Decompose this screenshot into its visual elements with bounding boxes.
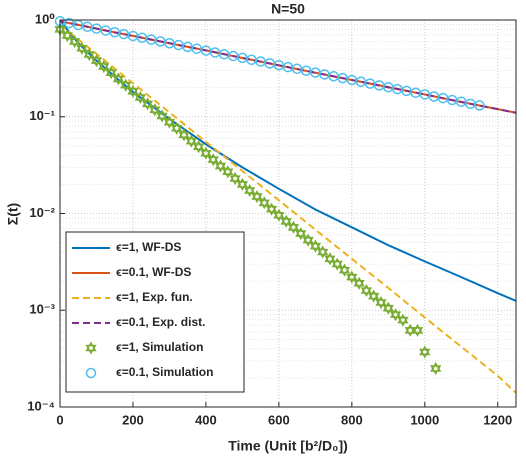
marker	[142, 97, 154, 111]
legend-box	[65, 231, 245, 393]
marker	[90, 54, 103, 68]
marker	[229, 172, 241, 185]
marker	[192, 140, 205, 154]
x-tick-label: 800	[341, 412, 363, 427]
x-tick-label: 0	[56, 412, 63, 427]
marker	[76, 41, 88, 55]
legend-label: ϵ=1, Simulation	[116, 340, 203, 354]
marker	[302, 233, 314, 247]
legend-marker	[85, 341, 97, 355]
marker	[178, 128, 190, 142]
marker	[127, 84, 139, 98]
marker	[244, 184, 256, 198]
marker	[98, 60, 110, 74]
marker	[419, 345, 431, 359]
series-line	[59, 20, 517, 114]
marker	[287, 220, 300, 234]
x-tick-label: 200	[122, 412, 144, 427]
marker	[368, 289, 380, 303]
y-tick-label: 10⁰	[35, 11, 55, 26]
marker	[397, 313, 409, 327]
marker	[236, 177, 249, 191]
legend-label: ϵ=1, WF-DS	[116, 240, 181, 254]
marker	[83, 48, 95, 61]
marker	[61, 29, 73, 43]
marker	[280, 214, 292, 228]
x-tick-label: 600	[268, 412, 290, 427]
marker	[317, 245, 329, 259]
marker	[474, 100, 485, 111]
marker	[163, 115, 175, 129]
x-tick-label: 400	[195, 412, 217, 427]
marker	[207, 153, 219, 167]
marker	[149, 103, 161, 117]
marker	[156, 109, 168, 123]
marker	[258, 196, 270, 210]
marker	[309, 239, 322, 253]
marker	[382, 301, 394, 315]
marker	[222, 165, 234, 179]
marker	[360, 284, 373, 297]
marker	[295, 227, 307, 241]
series-line	[59, 23, 517, 394]
y-tick-label: 10⁻³	[29, 302, 55, 317]
y-axis-label: Σ(t)	[5, 203, 21, 225]
marker	[134, 90, 146, 104]
legend-label: ϵ=0.1, Exp. dist.	[116, 315, 205, 329]
marker	[120, 78, 132, 92]
marker	[346, 270, 358, 284]
marker	[214, 159, 227, 173]
marker	[411, 323, 424, 337]
chart-title: N=50	[271, 1, 305, 17]
marker	[265, 202, 278, 216]
marker	[105, 66, 117, 80]
marker	[171, 121, 183, 135]
marker	[353, 276, 365, 290]
marker	[273, 208, 285, 222]
x-tick-label: 1000	[410, 412, 439, 427]
legend-label: ϵ=1, Exp. fun.	[116, 290, 193, 304]
marker	[375, 296, 387, 310]
marker	[389, 308, 402, 322]
y-tick-label: 10⁻⁴	[27, 398, 55, 413]
marker	[430, 362, 442, 375]
marker	[200, 146, 212, 160]
marker	[112, 72, 125, 86]
legend-marker	[85, 367, 97, 379]
marker	[331, 257, 343, 271]
legend-label: ϵ=0.1, WF-DS	[116, 265, 191, 279]
marker	[68, 35, 81, 49]
marker	[338, 263, 351, 277]
series-line	[59, 19, 517, 302]
marker	[251, 190, 263, 204]
x-tick-label: 1200	[483, 412, 512, 427]
marker	[185, 134, 197, 148]
y-tick-label: 10⁻²	[29, 205, 55, 220]
marker	[324, 252, 336, 266]
legend-label: ϵ=0.1, Simulation	[116, 365, 213, 379]
x-axis-label: Time (Unit [b²/D₀])	[228, 438, 348, 454]
y-tick-label: 10⁻¹	[29, 108, 55, 123]
